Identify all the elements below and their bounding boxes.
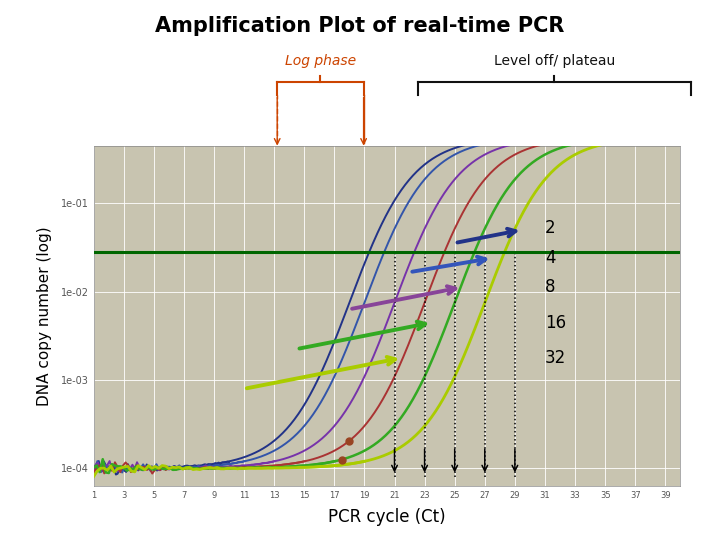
Y-axis label: DNA copy number (log): DNA copy number (log) xyxy=(37,226,53,406)
Text: 8: 8 xyxy=(545,278,556,296)
Text: Log phase: Log phase xyxy=(285,53,356,68)
X-axis label: PCR cycle (Ct): PCR cycle (Ct) xyxy=(328,508,446,526)
Text: 4: 4 xyxy=(545,249,556,267)
Text: Level off/ plateau: Level off/ plateau xyxy=(494,53,615,68)
Text: Amplification Plot of real-time PCR: Amplification Plot of real-time PCR xyxy=(156,16,564,36)
Text: 16: 16 xyxy=(545,314,566,332)
Text: 2: 2 xyxy=(545,219,556,237)
Text: 32: 32 xyxy=(545,349,566,367)
